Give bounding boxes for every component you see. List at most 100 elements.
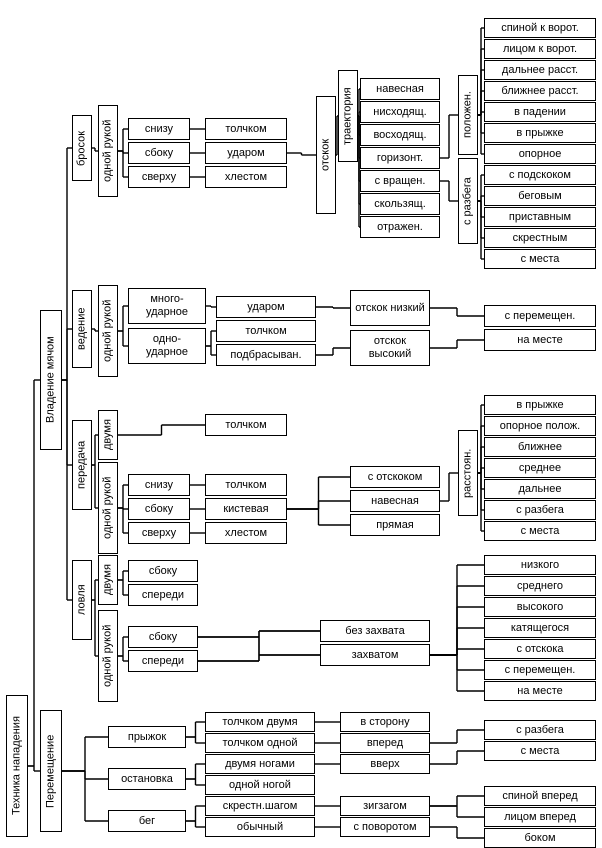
node-p-opor: опорное xyxy=(484,144,596,164)
node-pr-zig: зигзагом xyxy=(340,796,430,816)
node-tr-vosh: восходящ. xyxy=(360,124,440,146)
node-p-daln: дальнее расст. xyxy=(484,60,596,80)
node-lov-sboku2: сбоку xyxy=(128,626,198,648)
node-p-licom: лицом к ворот. xyxy=(484,39,596,59)
node-lov-nameste: на месте xyxy=(484,681,596,701)
node-pr-t1: толчком одной xyxy=(205,733,315,753)
node-p-prist: приставным xyxy=(484,207,596,227)
node-v-tolchkom: толчком xyxy=(216,320,316,342)
node-lov-2: двумя xyxy=(98,555,118,605)
node-rast: расстоян. xyxy=(458,430,478,516)
node-p-pods: с подскоком xyxy=(484,165,596,185)
node-pr-vst: в сторону xyxy=(340,712,430,732)
node-n-snizu1: снизу xyxy=(128,118,190,140)
node-v-nameste: на месте xyxy=(484,329,596,351)
node-ved-1r: одной рукой xyxy=(98,285,118,377)
node-per-sotsk: с отскоком xyxy=(350,466,440,488)
node-pr-spin: спиной вперед xyxy=(484,786,596,806)
node-n-sboku1: сбоку xyxy=(128,142,190,164)
node-v-udarom: ударом xyxy=(216,296,316,318)
node-pr-2n: двумя ногами xyxy=(205,754,315,774)
node-pr-t2: толчком двумя xyxy=(205,712,315,732)
node-per-razb: с разбега xyxy=(484,500,596,520)
node-vlad: Владение мячом xyxy=(40,310,62,450)
node-n-sverhu1: сверху xyxy=(128,166,190,188)
node-p-bliz: ближнее расст. xyxy=(484,81,596,101)
node-tr-nish: нисходящ. xyxy=(360,101,440,123)
node-pr-1n: одной ногой xyxy=(205,775,315,795)
node-per-hlest: хлестом xyxy=(205,522,287,544)
node-root: Техника нападения xyxy=(6,695,28,837)
node-per-vpryzh: в прыжке xyxy=(484,395,596,415)
node-pr-pryzhok: прыжок xyxy=(108,726,186,748)
node-v-sperem: с перемещен. xyxy=(484,305,596,327)
node-poloz: положен. xyxy=(458,75,478,155)
node-razbeg: с разбега xyxy=(458,158,478,244)
node-lov-spered1: спереди xyxy=(128,584,198,606)
node-lov-sred: среднего xyxy=(484,576,596,596)
node-p-pryzh: в прыжке xyxy=(484,123,596,143)
node-v-otniz: отскок низкий xyxy=(350,290,430,326)
node-pr-ob: обычный xyxy=(205,817,315,837)
node-pr-pov: с поворотом xyxy=(340,817,430,837)
node-per-tolchkom2: толчком xyxy=(205,474,287,496)
node-tr-sk: скользящ. xyxy=(360,193,440,215)
node-tr-naves: навесная xyxy=(360,78,440,100)
node-pr-smest2: с места xyxy=(484,741,596,761)
node-pr-ostanov: остановка xyxy=(108,768,186,790)
node-pr-razb2: с разбега xyxy=(484,720,596,740)
node-perem: Перемещение xyxy=(40,710,62,832)
node-per-sverhu: сверху xyxy=(128,522,190,544)
node-pr-vpered: вперед xyxy=(340,733,430,753)
node-lov-zahv: захватом xyxy=(320,644,430,666)
node-p-skr: скрестным xyxy=(484,228,596,248)
node-lov-niz: низкого xyxy=(484,555,596,575)
node-tr-otr: отражен. xyxy=(360,216,440,238)
node-per-sboku: сбоку xyxy=(128,498,190,520)
node-br-1r: одной рукой xyxy=(98,105,118,197)
node-p-beg: беговым xyxy=(484,186,596,206)
node-per-daln: дальнее xyxy=(484,479,596,499)
node-per-bliz: ближнее xyxy=(484,437,596,457)
node-n-tolchkom1: толчком xyxy=(205,118,287,140)
node-per-2: двумя xyxy=(98,410,118,460)
node-per-snizu: снизу xyxy=(128,474,190,496)
node-per-opor: опорное полож. xyxy=(484,416,596,436)
node-pr-skr: скрестн.шагом xyxy=(205,796,315,816)
node-per-pryam: прямая xyxy=(350,514,440,536)
node-p-pad: в падении xyxy=(484,102,596,122)
node-lov-otsk: с отскока xyxy=(484,639,596,659)
node-n-udarom1: ударом xyxy=(205,142,287,164)
node-brosok: бросок xyxy=(72,115,92,181)
node-pr-vverh: вверх xyxy=(340,754,430,774)
node-vedenie: ведение xyxy=(72,290,92,368)
node-lov-kat: катящегося xyxy=(484,618,596,638)
node-p-spinoj: спиной к ворот. xyxy=(484,18,596,38)
node-lovlya: ловля xyxy=(72,560,92,640)
node-v-podbr: подбрасыван. xyxy=(216,344,316,366)
node-per-1r: одной рукой xyxy=(98,462,118,554)
node-peredacha: передача xyxy=(72,420,92,510)
node-lov-perem: с перемещен. xyxy=(484,660,596,680)
node-n-hlestom1: хлестом xyxy=(205,166,287,188)
node-v-mnogu: много- ударное xyxy=(128,288,206,324)
node-otskok: отскок xyxy=(316,96,336,214)
node-pr-beg: бег xyxy=(108,810,186,832)
node-lov-spered2: спереди xyxy=(128,650,198,672)
node-lov-sboku1: сбоку xyxy=(128,560,198,582)
node-lov-vys: высокого xyxy=(484,597,596,617)
node-per-sred: среднее xyxy=(484,458,596,478)
node-v-odno: одно- ударное xyxy=(128,328,206,364)
node-p-smesta: с места xyxy=(484,249,596,269)
node-per-kist: кистевая xyxy=(205,498,287,520)
node-lov-bez: без захвата xyxy=(320,620,430,642)
node-pr-bok: боком xyxy=(484,828,596,848)
node-traekt: траектория xyxy=(338,70,358,162)
node-per-naves: навесная xyxy=(350,490,440,512)
node-tr-gor: горизонт. xyxy=(360,147,440,169)
node-v-otvys: отскок высокий xyxy=(350,330,430,366)
node-lov-1r: одной рукой xyxy=(98,610,118,702)
node-pr-lic: лицом вперед xyxy=(484,807,596,827)
node-per-smest: с места xyxy=(484,521,596,541)
node-per-tolchkom1: толчком xyxy=(205,414,287,436)
